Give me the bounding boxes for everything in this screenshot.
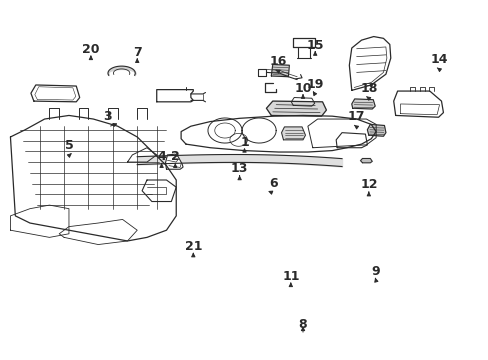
Text: 20: 20 xyxy=(82,43,100,56)
Text: 3: 3 xyxy=(103,110,112,123)
Text: 13: 13 xyxy=(230,162,248,175)
Polygon shape xyxy=(157,90,193,102)
Polygon shape xyxy=(266,101,326,116)
Polygon shape xyxy=(291,98,314,106)
Text: 15: 15 xyxy=(306,39,323,51)
Text: 14: 14 xyxy=(430,53,447,66)
Polygon shape xyxy=(335,133,366,148)
Text: 16: 16 xyxy=(269,55,287,68)
Polygon shape xyxy=(360,158,371,163)
Polygon shape xyxy=(181,116,375,152)
Text: 9: 9 xyxy=(371,265,380,278)
Text: 10: 10 xyxy=(294,82,311,95)
Polygon shape xyxy=(393,91,443,117)
Text: 19: 19 xyxy=(306,78,323,91)
Text: 6: 6 xyxy=(269,177,278,190)
Text: 17: 17 xyxy=(347,110,365,123)
Polygon shape xyxy=(348,37,390,90)
Polygon shape xyxy=(127,148,157,162)
Polygon shape xyxy=(10,116,176,241)
Polygon shape xyxy=(293,39,315,47)
Polygon shape xyxy=(281,127,305,140)
Text: 18: 18 xyxy=(360,82,377,95)
Polygon shape xyxy=(142,180,176,202)
Text: 21: 21 xyxy=(184,240,202,253)
Polygon shape xyxy=(165,154,183,169)
Polygon shape xyxy=(351,99,374,109)
Polygon shape xyxy=(271,64,289,77)
Text: 7: 7 xyxy=(133,46,142,59)
Polygon shape xyxy=(31,85,80,102)
Text: 1: 1 xyxy=(240,136,248,149)
Text: 2: 2 xyxy=(170,150,179,163)
Text: 5: 5 xyxy=(64,139,73,152)
Text: 11: 11 xyxy=(282,270,299,283)
Text: 8: 8 xyxy=(298,318,306,331)
Text: 4: 4 xyxy=(157,150,165,163)
Text: 12: 12 xyxy=(359,179,377,192)
Polygon shape xyxy=(366,125,385,136)
